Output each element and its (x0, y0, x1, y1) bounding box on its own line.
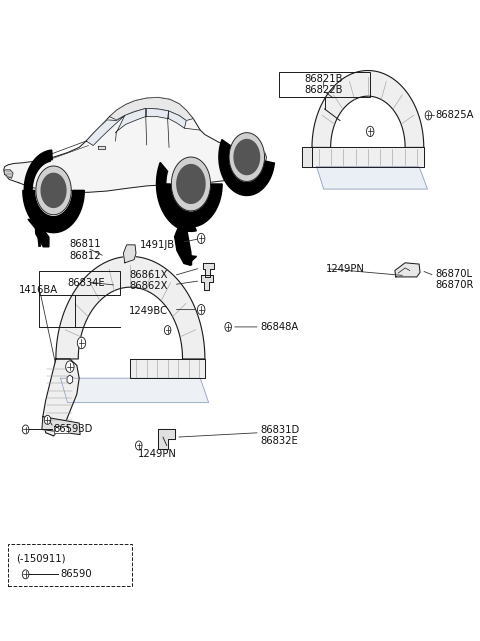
Polygon shape (56, 256, 205, 359)
Polygon shape (98, 146, 105, 149)
Text: 86825A: 86825A (435, 110, 474, 121)
Circle shape (23, 425, 29, 434)
Polygon shape (146, 108, 168, 119)
Polygon shape (28, 219, 45, 229)
Polygon shape (123, 245, 136, 263)
Text: 1416BA: 1416BA (19, 285, 58, 295)
Text: 86848A: 86848A (261, 322, 299, 332)
Polygon shape (67, 375, 72, 384)
Text: 86590: 86590 (60, 569, 92, 579)
Polygon shape (36, 166, 71, 215)
Polygon shape (182, 255, 196, 263)
Polygon shape (161, 186, 195, 225)
Circle shape (135, 441, 142, 450)
Circle shape (77, 337, 86, 349)
Circle shape (66, 361, 74, 372)
Bar (39, 271, 120, 295)
Polygon shape (43, 359, 79, 436)
Polygon shape (234, 140, 260, 174)
Polygon shape (131, 359, 205, 378)
Polygon shape (24, 150, 52, 197)
Circle shape (425, 111, 432, 120)
Polygon shape (156, 162, 196, 231)
Text: 86831D
86832E: 86831D 86832E (261, 425, 300, 447)
Polygon shape (160, 184, 222, 227)
Circle shape (197, 304, 205, 315)
Circle shape (23, 570, 29, 579)
Polygon shape (175, 225, 191, 265)
Bar (8, 544, 132, 586)
Polygon shape (171, 157, 211, 211)
Polygon shape (168, 111, 186, 128)
Bar (279, 72, 370, 97)
Polygon shape (312, 71, 424, 147)
Text: 86861X
86862X: 86861X 86862X (129, 270, 168, 292)
Text: (-150911): (-150911) (16, 554, 66, 564)
Circle shape (44, 415, 51, 424)
Polygon shape (60, 378, 209, 403)
Circle shape (197, 233, 205, 244)
Polygon shape (203, 263, 214, 277)
Text: 1491JB: 1491JB (140, 240, 175, 250)
Polygon shape (117, 108, 146, 131)
Text: 86811
86812: 86811 86812 (70, 239, 101, 261)
Circle shape (164, 326, 171, 335)
Text: 1249PN: 1249PN (326, 264, 365, 274)
Polygon shape (317, 167, 428, 189)
Text: 1249PN: 1249PN (137, 449, 176, 459)
Polygon shape (201, 275, 213, 290)
Polygon shape (86, 115, 125, 146)
Polygon shape (395, 263, 420, 277)
Text: 86821B
86822B: 86821B 86822B (304, 74, 343, 96)
Polygon shape (177, 165, 205, 203)
Polygon shape (41, 173, 66, 208)
Text: 86834E: 86834E (68, 278, 105, 288)
Polygon shape (35, 221, 49, 247)
Polygon shape (23, 190, 84, 233)
Text: 86593D: 86593D (54, 424, 93, 435)
Circle shape (367, 126, 374, 137)
Polygon shape (312, 147, 424, 167)
Polygon shape (158, 429, 175, 449)
Polygon shape (5, 170, 13, 178)
Polygon shape (302, 147, 312, 167)
Polygon shape (229, 133, 264, 181)
Circle shape (225, 322, 231, 331)
Polygon shape (42, 417, 80, 435)
Polygon shape (54, 426, 68, 433)
Text: 86870L
86870R: 86870L 86870R (435, 269, 474, 290)
Polygon shape (4, 97, 266, 192)
Polygon shape (109, 97, 193, 121)
Polygon shape (219, 140, 275, 196)
Polygon shape (27, 155, 50, 196)
Text: 1249BC: 1249BC (129, 306, 168, 316)
